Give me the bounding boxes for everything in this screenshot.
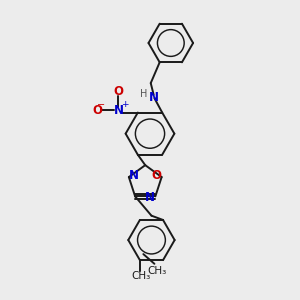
Text: O: O (92, 104, 102, 117)
Text: CH₃: CH₃ (147, 266, 167, 276)
Text: N: N (145, 191, 155, 204)
Text: N: N (113, 104, 124, 117)
Text: CH₃: CH₃ (132, 272, 151, 281)
Text: H: H (140, 89, 148, 99)
Text: O: O (113, 85, 124, 98)
Text: O: O (151, 169, 161, 182)
Text: N: N (129, 169, 139, 182)
Text: N: N (149, 92, 159, 104)
Text: −: − (97, 100, 105, 110)
Text: +: + (121, 100, 129, 109)
